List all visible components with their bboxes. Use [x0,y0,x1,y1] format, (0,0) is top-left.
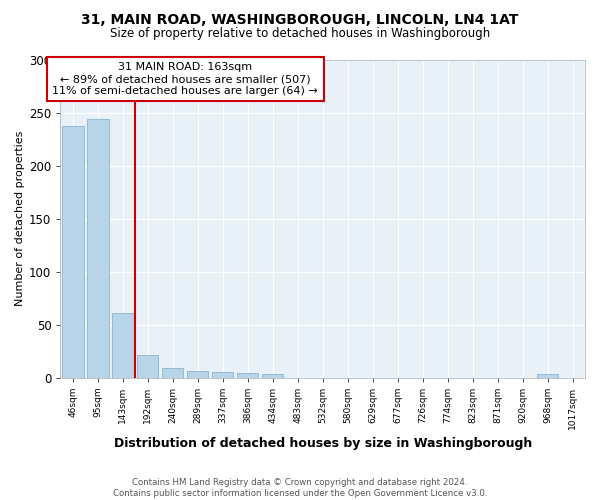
Text: Size of property relative to detached houses in Washingborough: Size of property relative to detached ho… [110,28,490,40]
Bar [187,371,208,378]
Bar [112,313,134,378]
Y-axis label: Number of detached properties: Number of detached properties [15,131,25,306]
Text: 31, MAIN ROAD, WASHINGBOROUGH, LINCOLN, LN4 1AT: 31, MAIN ROAD, WASHINGBOROUGH, LINCOLN, … [82,12,518,26]
Bar [62,126,83,378]
Bar [162,368,184,378]
Bar [237,374,259,378]
Bar [137,356,158,378]
Bar [87,120,109,378]
Bar [537,374,558,378]
X-axis label: Distribution of detached houses by size in Washingborough: Distribution of detached houses by size … [113,437,532,450]
Text: Contains HM Land Registry data © Crown copyright and database right 2024.
Contai: Contains HM Land Registry data © Crown c… [113,478,487,498]
Bar [262,374,283,378]
Bar [212,372,233,378]
Text: 31 MAIN ROAD: 163sqm
← 89% of detached houses are smaller (507)
11% of semi-deta: 31 MAIN ROAD: 163sqm ← 89% of detached h… [52,62,318,96]
